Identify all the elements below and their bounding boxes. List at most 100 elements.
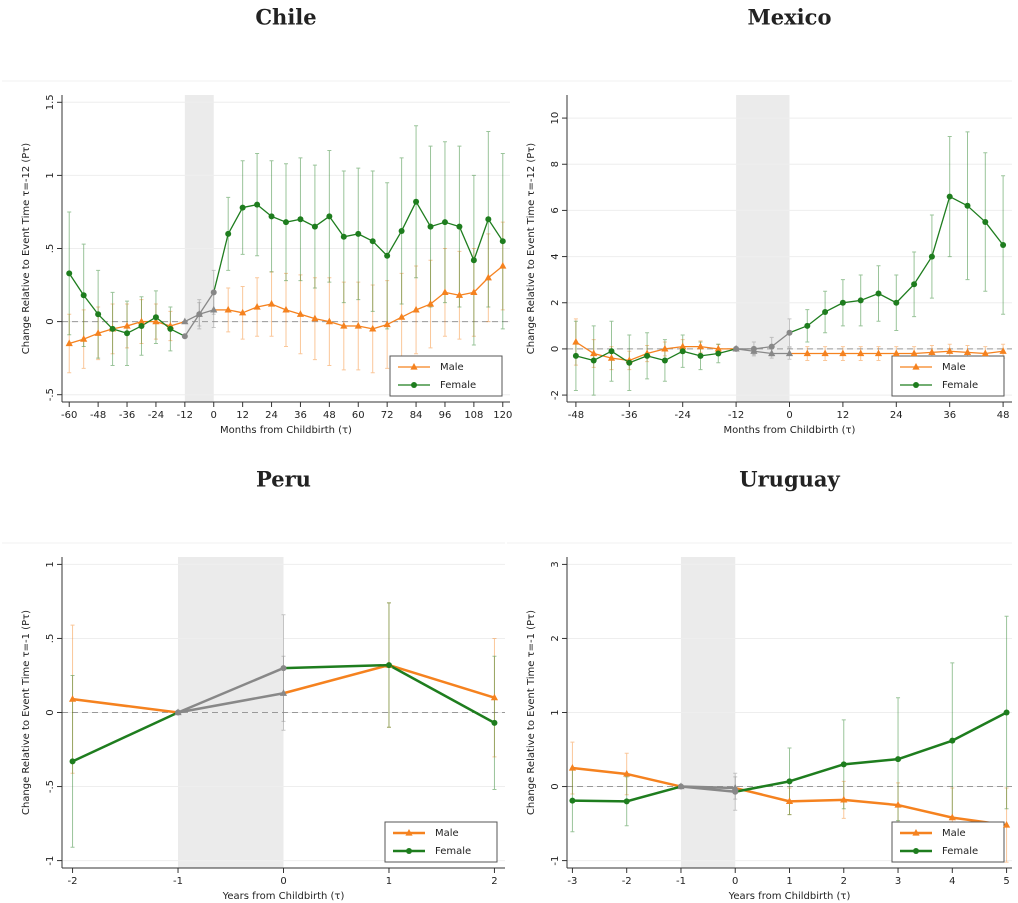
x-axis-label: Months from Childbirth (τ) (220, 425, 352, 436)
series-line (593, 350, 612, 362)
point (441, 288, 449, 295)
point (895, 756, 902, 763)
point (857, 349, 865, 357)
point (946, 347, 954, 354)
point (279, 689, 288, 696)
point (311, 223, 318, 230)
point (441, 219, 448, 226)
x-tick-label: 12 (837, 410, 850, 421)
panel: Peru -1 -.5 0 .5 1 -2 -1 0 1 2 Years from Childbirt… (2, 467, 505, 902)
y-tick-label: -2 (550, 390, 561, 400)
series-line (68, 272, 85, 296)
y-tick-label: 0 (45, 318, 56, 324)
legend-marker (913, 382, 919, 388)
x-tick-label: 120 (493, 410, 512, 421)
series-line (700, 345, 719, 350)
point (253, 302, 261, 310)
point (138, 322, 145, 329)
series-line (388, 663, 495, 699)
series-line (72, 697, 179, 714)
x-tick-label: -60 (61, 410, 77, 421)
series-line (913, 256, 933, 285)
legend-label: Female (942, 846, 978, 857)
x-axis-label: Years from Childbirth (τ) (728, 891, 851, 902)
point (982, 218, 989, 225)
point (840, 761, 847, 768)
point (1002, 821, 1011, 828)
point (80, 292, 87, 299)
point (679, 342, 687, 350)
point (355, 230, 362, 237)
series-line (184, 313, 200, 337)
series-line (72, 711, 179, 763)
point (893, 299, 900, 306)
point (804, 322, 811, 329)
point (280, 665, 287, 672)
x-tick-label: 1 (386, 876, 392, 887)
point (413, 198, 420, 205)
point (714, 344, 722, 352)
legend-label: Female (440, 380, 476, 391)
x-tick-label: 0 (280, 876, 286, 887)
point (412, 305, 420, 313)
legend-label: Female (435, 846, 471, 857)
point (311, 314, 319, 322)
series-line (575, 355, 594, 362)
series-line (664, 350, 683, 362)
point (210, 305, 218, 313)
point (210, 289, 217, 296)
series-line (97, 313, 114, 330)
series-line (771, 332, 790, 348)
series-line (372, 240, 388, 257)
x-axis-label: Years from Childbirth (τ) (222, 891, 345, 902)
point (999, 347, 1007, 354)
series-line (680, 785, 736, 793)
series-line (646, 348, 666, 355)
series-line (626, 785, 682, 803)
point (167, 325, 174, 332)
x-tick-label: 36 (943, 410, 956, 421)
shade-region (736, 95, 790, 402)
series-line (198, 291, 215, 315)
point (66, 270, 73, 277)
legend-box (384, 821, 498, 863)
point (175, 709, 182, 716)
point (894, 801, 902, 808)
y-tick-label: 1 (45, 172, 56, 178)
legend-marker (913, 848, 919, 854)
point (964, 202, 971, 209)
series-line (806, 311, 826, 327)
y-tick-label: 2 (550, 635, 561, 641)
x-tick-label: -1 (173, 876, 183, 887)
legend-marker (912, 829, 920, 836)
point (268, 213, 275, 220)
point (572, 337, 580, 345)
y-tick-label: 3 (550, 561, 561, 567)
point (949, 737, 956, 744)
series-line (897, 739, 953, 761)
y-tick-label: -.5 (45, 388, 56, 401)
point (910, 349, 918, 357)
point (383, 320, 391, 328)
point (928, 253, 935, 260)
point (732, 788, 739, 795)
y-tick-label: 0 (550, 346, 561, 352)
y-axis-label: Change Relative to Event Time τ=-12 (Pτ) (21, 143, 32, 355)
series-line (646, 355, 666, 362)
series-line (789, 798, 844, 803)
x-tick-label: -12 (177, 410, 193, 421)
series-line (177, 666, 284, 714)
point (123, 321, 131, 329)
series-line (401, 201, 417, 232)
point (623, 798, 630, 805)
series-line (487, 218, 504, 242)
series-line (718, 348, 737, 355)
point (490, 693, 499, 701)
point (68, 695, 77, 702)
series-line (682, 350, 701, 357)
series-line (789, 325, 808, 334)
point (626, 359, 633, 366)
x-tick-label: -48 (568, 410, 584, 421)
point (785, 797, 794, 804)
